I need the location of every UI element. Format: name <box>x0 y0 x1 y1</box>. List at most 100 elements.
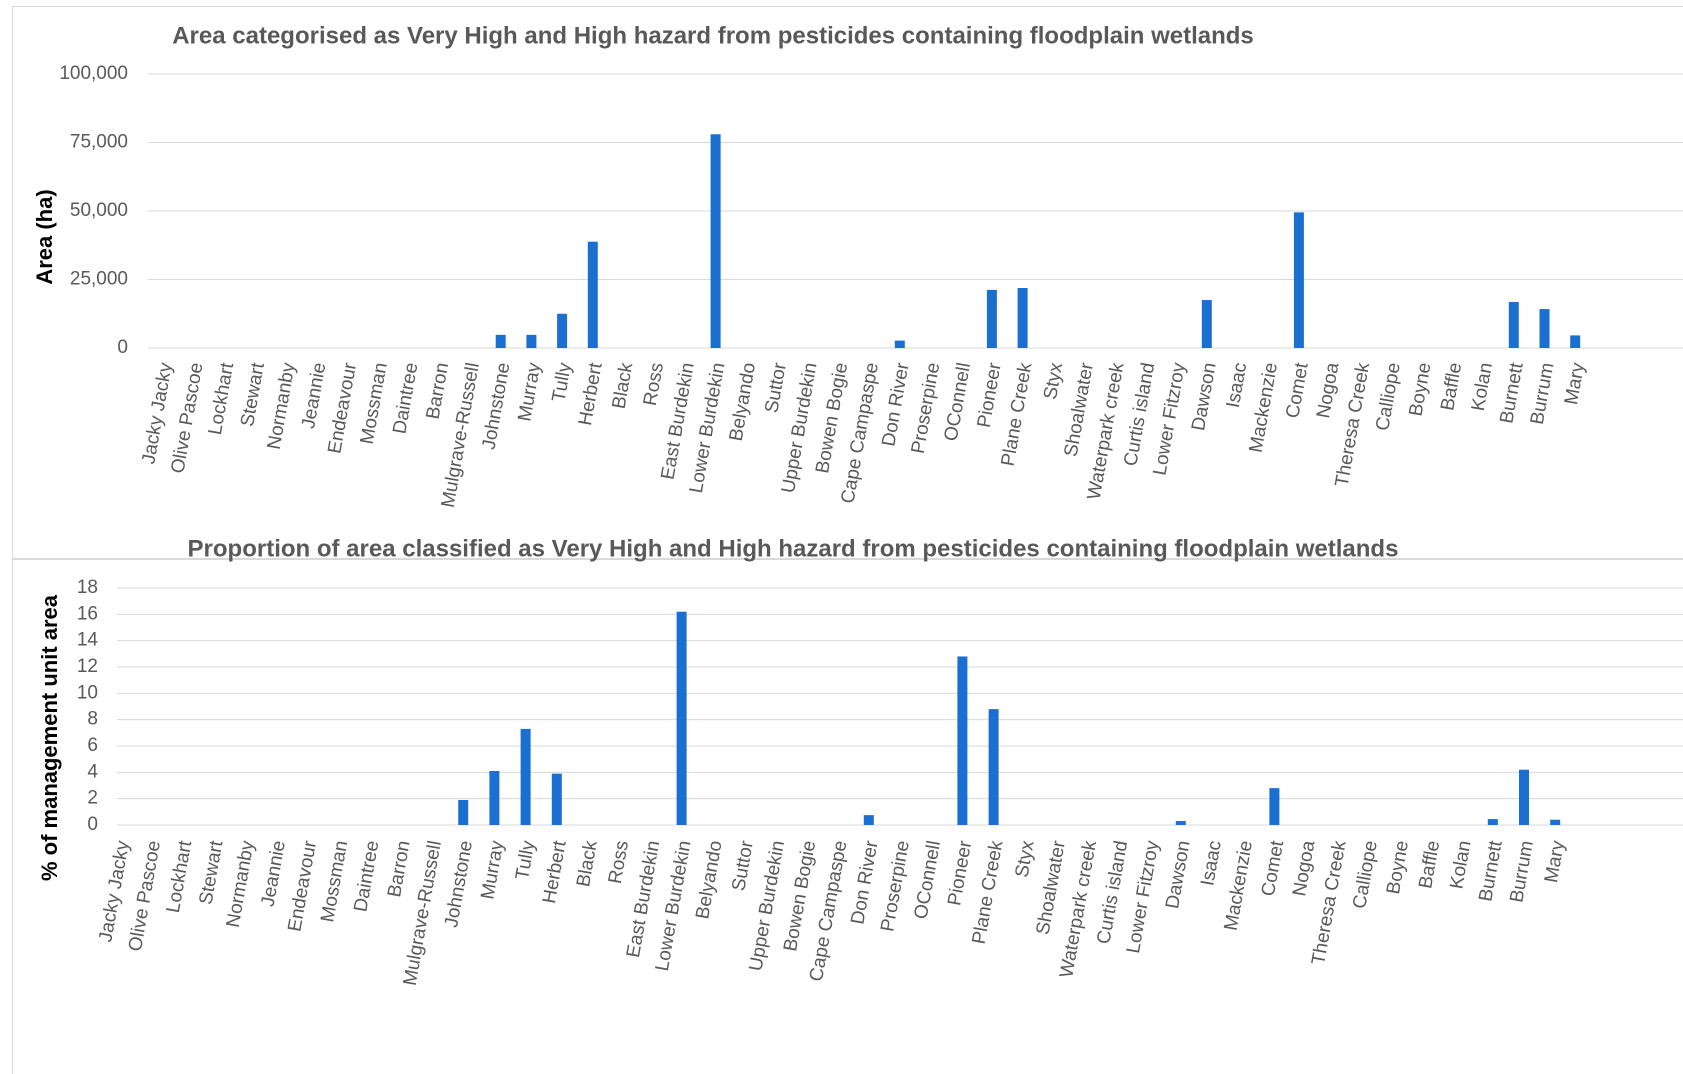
x-category-label: Nogoa <box>1313 361 1343 420</box>
x-category-label: Comet <box>1258 838 1289 897</box>
proportion-chart: Proportion of area classified as Very Hi… <box>37 535 1683 987</box>
x-category-label: Kolan <box>1446 839 1475 891</box>
x-category-label: Johnstone <box>479 361 515 451</box>
x-category-label: Plane Creek <box>969 839 1008 946</box>
x-category-label: Burrum <box>1506 839 1537 904</box>
x-category-label: Comet <box>1282 360 1313 419</box>
y-tick-label: 4 <box>87 761 98 782</box>
x-category-label: Mossman <box>317 839 352 924</box>
bar <box>458 799 469 825</box>
y-tick-label: 0 <box>117 337 128 358</box>
bar <box>1487 819 1498 825</box>
area-chart: Area categorised as Very High and High h… <box>32 22 1683 509</box>
bar <box>1519 769 1529 825</box>
x-category-label: Mary <box>1541 839 1569 885</box>
chart-title: Area categorised as Very High and High h… <box>172 22 1254 49</box>
bar <box>489 771 500 825</box>
bar <box>1201 300 1212 348</box>
y-tick-label: 75,000 <box>70 132 128 153</box>
x-category-label: Mackenzie <box>1221 839 1257 932</box>
y-tick-label: 0 <box>87 814 98 835</box>
bar <box>986 289 997 348</box>
y-tick-label: 16 <box>77 603 98 624</box>
x-category-label: Mossman <box>357 361 392 446</box>
x-category-label: Johnstone <box>441 839 477 929</box>
y-tick-label: 10 <box>77 682 98 703</box>
x-category-label: Murray <box>477 839 508 901</box>
x-category-label: Isaac <box>1223 361 1252 409</box>
proportion-chart-panel: Proportion of area classified as Very Hi… <box>12 535 1683 1074</box>
x-category-label: Isaac <box>1197 839 1226 887</box>
x-category-label: Barron <box>384 839 415 899</box>
bar <box>710 134 721 348</box>
x-category-label: Mackenzie <box>1246 361 1282 454</box>
y-tick-label: 2 <box>87 788 98 809</box>
x-category-label: Belyando <box>692 839 726 921</box>
y-tick-label: 14 <box>77 630 99 651</box>
y-axis-title: % of management unit area <box>37 594 62 881</box>
y-axis-title: Area (ha) <box>32 189 57 284</box>
x-category-label: Ross <box>605 839 633 885</box>
bar <box>1269 788 1280 825</box>
bar <box>1539 309 1550 348</box>
bar <box>863 815 874 825</box>
bar <box>1017 287 1028 348</box>
area-chart-panel: Area categorised as Very High and High h… <box>12 6 1683 559</box>
bar <box>557 313 568 348</box>
x-category-label: Tully <box>548 361 576 404</box>
x-category-label: Baffle <box>1415 839 1444 890</box>
x-category-label: Burnett <box>1475 838 1506 903</box>
x-category-label: Baffle <box>1437 361 1466 412</box>
x-category-label: Belyando <box>726 361 760 443</box>
x-category-label: Tully <box>512 839 540 882</box>
x-category-label: Murray <box>514 361 545 423</box>
x-category-label: Stewart <box>196 838 228 906</box>
x-category-label: Pioneer <box>944 838 976 907</box>
x-category-label: Endeavour <box>284 838 321 933</box>
y-tick-label: 100,000 <box>59 63 128 84</box>
bar <box>587 241 598 348</box>
bar <box>1570 335 1581 348</box>
bar <box>495 334 506 348</box>
x-category-label: Herbert <box>539 838 571 905</box>
bar <box>1508 301 1519 348</box>
x-category-label: Herbert <box>575 360 607 427</box>
x-category-label: Suttor <box>728 838 758 892</box>
x-category-label: Jeannie <box>298 361 330 430</box>
x-category-label: Endeavour <box>324 360 361 455</box>
y-tick-label: 12 <box>77 656 98 677</box>
bar <box>520 728 531 825</box>
x-category-label: Jeannie <box>258 839 290 908</box>
x-category-label: Daintree <box>389 361 422 435</box>
x-category-label: Daintree <box>350 839 383 913</box>
bar <box>1293 212 1304 348</box>
x-category-label: Calliope <box>1372 361 1405 432</box>
bar <box>676 611 687 825</box>
x-category-label: Black <box>609 361 638 411</box>
bar <box>1550 819 1561 825</box>
x-category-label: Normanby <box>264 361 300 451</box>
x-category-label: Mary <box>1561 361 1589 407</box>
x-category-label: Calliope <box>1349 839 1382 910</box>
x-category-label: Ross <box>640 361 668 407</box>
x-category-label: Kolan <box>1468 361 1497 413</box>
x-category-label: Lockhart <box>163 838 196 914</box>
chart-title: Proportion of area classified as Very Hi… <box>188 535 1399 562</box>
x-category-label: Lockhart <box>205 360 238 436</box>
x-category-label: Burrum <box>1527 361 1558 426</box>
x-category-label: OConnell <box>941 361 975 443</box>
x-category-label: Proserpine <box>877 839 914 933</box>
x-category-label: Barron <box>423 361 454 421</box>
x-category-label: Dawson <box>1188 361 1221 432</box>
y-tick-label: 25,000 <box>70 269 128 290</box>
x-category-label: Burnett <box>1496 360 1527 425</box>
x-category-label: Nogoa <box>1289 839 1319 898</box>
bar <box>894 340 905 348</box>
y-tick-label: 18 <box>77 577 98 598</box>
x-category-label: Styx <box>1040 361 1067 402</box>
bar <box>551 773 562 825</box>
x-category-label: Suttor <box>761 360 791 414</box>
x-category-label: OConnell <box>911 839 945 921</box>
bar <box>526 334 537 348</box>
